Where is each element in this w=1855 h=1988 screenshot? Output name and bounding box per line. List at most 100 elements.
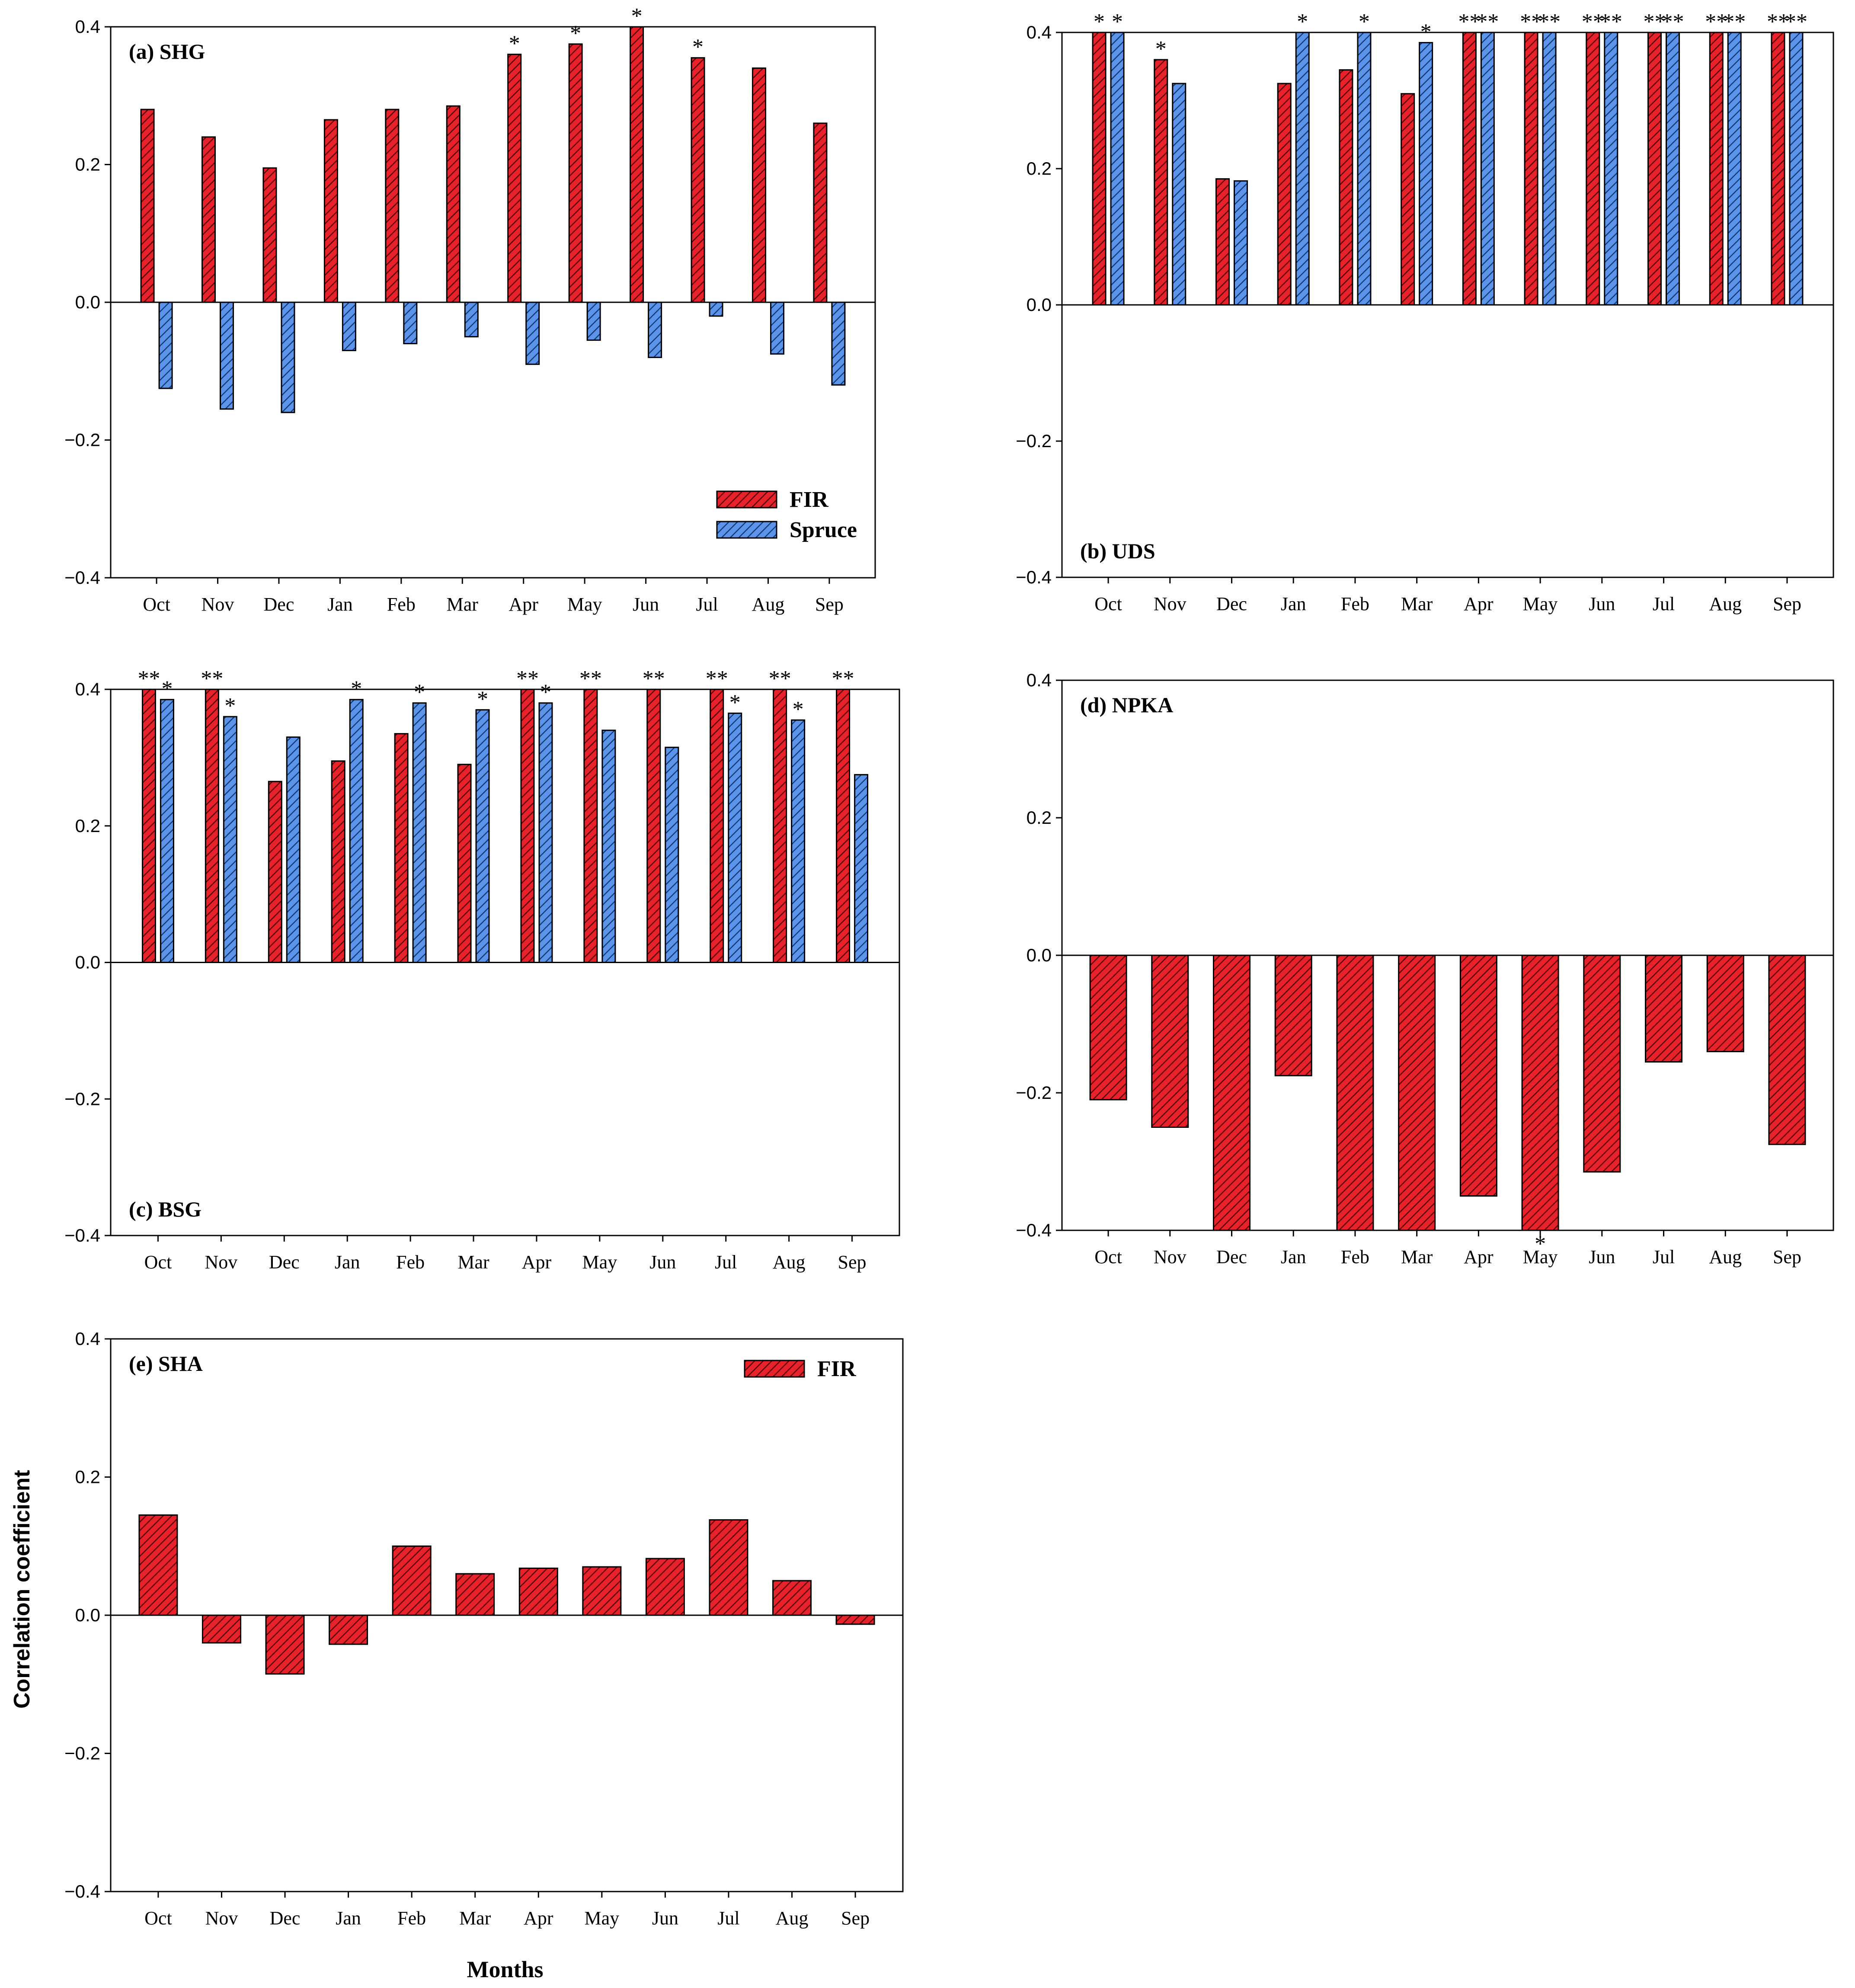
bar-fir-oct (140, 109, 155, 303)
bar-fir-jul (710, 688, 724, 963)
x-tick-label: Jan (327, 594, 353, 615)
x-tick-label: Oct (1094, 1246, 1122, 1268)
bar-spruce-may (586, 301, 601, 341)
bar-fir-jul (1645, 954, 1683, 1063)
x-tick-label: Jan (1281, 593, 1306, 615)
bar-fir-jun (645, 1558, 685, 1616)
bar-fir-apr (507, 54, 522, 303)
legend-label-fir: FIR (790, 487, 829, 512)
y-tick-label: 0.2 (75, 816, 100, 836)
bar-spruce-apr (538, 702, 553, 963)
bar-spruce-jun (1604, 32, 1618, 306)
bar-fir-aug (1706, 954, 1744, 1053)
bar-fir-jul (691, 57, 705, 303)
bar-fir-jun (1583, 954, 1621, 1173)
bar-fir-nov (1151, 954, 1189, 1128)
bar-spruce-dec (286, 736, 301, 963)
bar-spruce-jul (709, 301, 723, 317)
significance-mark: * (692, 35, 704, 60)
y-tick-label: −0.2 (1016, 1082, 1052, 1103)
x-tick-label: Sep (815, 594, 844, 615)
bar-spruce-feb (1357, 32, 1372, 306)
significance-mark: * (540, 680, 551, 705)
significance-mark: ** (516, 666, 539, 691)
significance-mark: ** (138, 666, 160, 691)
x-tick-label: Apr (1464, 593, 1494, 615)
bar-spruce-dec (281, 301, 295, 413)
bar-spruce-jun (665, 746, 679, 963)
bar-fir-oct (1089, 954, 1127, 1101)
y-tick-label: 0.4 (75, 16, 100, 37)
bar-fir-feb (394, 733, 409, 963)
x-tick-label: Dec (270, 1908, 301, 1929)
significance-mark: ** (643, 666, 665, 691)
y-tick-label: 0.0 (75, 952, 100, 973)
x-tick-label: Aug (776, 1908, 809, 1929)
x-tick-label: Mar (459, 1908, 491, 1929)
bar-spruce-jun (648, 301, 662, 358)
significance-mark: ** (1723, 10, 1746, 34)
significance-mark: * (1359, 10, 1370, 34)
x-tick-label: Jun (633, 594, 659, 615)
bar-spruce-oct (158, 301, 173, 389)
bar-spruce-sep (854, 774, 869, 963)
bar-spruce-apr (1480, 32, 1495, 306)
significance-mark: ** (769, 666, 791, 691)
bar-fir-apr (1462, 32, 1477, 306)
x-tick-label: Oct (143, 594, 170, 615)
significance-mark: * (414, 680, 425, 705)
y-tick-label: 0.4 (75, 679, 100, 699)
x-tick-label: Nov (201, 594, 234, 615)
significance-mark: * (509, 32, 520, 56)
x-tick-label: Oct (144, 1252, 172, 1273)
bar-fir-jul (1647, 32, 1662, 306)
y-tick-label: 0.2 (75, 1467, 100, 1487)
x-tick-label: Jun (652, 1908, 678, 1929)
x-tick-label: Nov (205, 1252, 237, 1273)
x-tick-label: Aug (1709, 593, 1742, 615)
bar-fir-may (1524, 32, 1538, 306)
x-tick-label: Feb (1341, 593, 1369, 615)
bar-fir-aug (1709, 32, 1724, 306)
x-tick-label: Nov (1154, 593, 1187, 615)
bar-spruce-dec (1233, 180, 1248, 306)
y-tick-label: 0.4 (75, 1329, 100, 1349)
panel-d-npka: 0.4 0.2 0.0 −0.2 −0.4 Oct Nov Dec Jan Feb Mar Apr Ma… (1016, 670, 1834, 1268)
bar-fir-sep (1768, 954, 1806, 1145)
y-tick-label: 0.2 (1027, 158, 1052, 179)
significance-mark: * (1297, 10, 1308, 34)
bar-fir-oct (141, 688, 156, 963)
x-tick-label: Nov (1154, 1246, 1187, 1268)
x-tick-label: May (1523, 593, 1558, 615)
bar-spruce-may (601, 730, 616, 963)
bar-fir-jan (1274, 954, 1312, 1076)
bar-fir-nov (1154, 59, 1168, 306)
significance-mark: ** (1767, 10, 1789, 34)
significance-mark: ** (1600, 10, 1622, 34)
bar-fir-jan (331, 760, 345, 964)
y-tick-label: 0.2 (75, 154, 100, 175)
x-tick-label: Jan (1281, 1246, 1306, 1268)
bar-spruce-aug (770, 301, 784, 355)
bar-fir-dec (265, 1614, 305, 1675)
significance-mark: * (224, 694, 236, 718)
bar-spruce-feb (412, 702, 427, 963)
legend-label-fir: FIR (817, 1357, 857, 1381)
y-tick-label: −0.4 (64, 567, 100, 588)
bar-fir-may (1521, 954, 1559, 1231)
bar-spruce-mar (1419, 42, 1433, 306)
x-tick-label: Sep (841, 1908, 870, 1929)
x-tick-label: Jan (336, 1908, 361, 1929)
y-tick-label: 0.4 (1027, 670, 1052, 690)
bar-fir-jun (646, 688, 661, 963)
x-tick-label: Feb (397, 1908, 426, 1929)
bar-fir-dec (262, 167, 277, 303)
bar-spruce-nov (220, 301, 234, 410)
bar-spruce-mar (475, 709, 490, 964)
significance-mark: ** (1705, 10, 1727, 34)
y-tick-label: −0.2 (64, 430, 100, 450)
bar-fir-aug (752, 67, 766, 303)
y-tick-label: −0.4 (1016, 567, 1052, 587)
x-tick-label: Feb (387, 594, 416, 615)
